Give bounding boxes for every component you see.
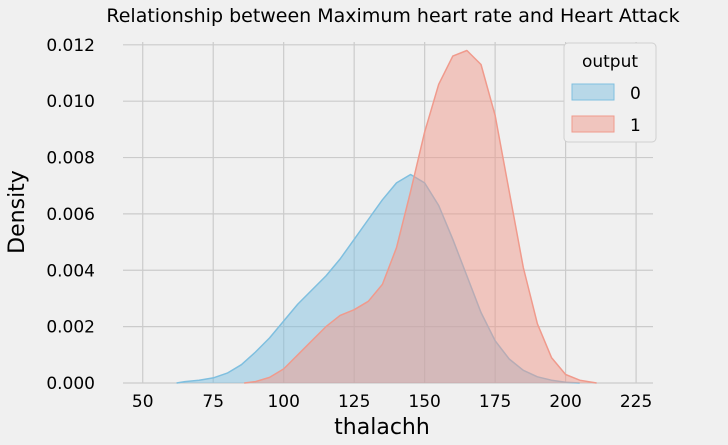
y-tick-label: 0.000	[46, 374, 95, 394]
y-ticks: 0.000 0.002 0.004 0.006 0.008 0.010 0.012	[46, 36, 95, 394]
x-tick-label: 225	[620, 392, 652, 412]
x-ticks: 50 75 100 125 150 175 200 225	[132, 392, 652, 412]
legend-title: output	[582, 52, 638, 72]
legend-swatch-0	[571, 83, 615, 101]
legend-swatch-1	[571, 115, 615, 133]
legend: output 0 1	[563, 42, 657, 143]
y-tick-label: 0.010	[46, 92, 95, 112]
x-tick-label: 150	[408, 392, 440, 412]
x-tick-label: 200	[549, 392, 581, 412]
legend-label-0: 0	[630, 84, 641, 104]
density-line-1	[244, 49, 597, 384]
y-tick-label: 0.008	[46, 149, 95, 169]
x-tick-label: 50	[132, 392, 154, 412]
x-axis-label: thalachh	[334, 415, 430, 440]
y-tick-label: 0.012	[46, 36, 95, 56]
legend-label-1: 1	[630, 116, 641, 136]
y-tick-label: 0.002	[46, 318, 95, 338]
x-tick-label: 175	[479, 392, 511, 412]
y-axis-label: Density	[5, 170, 30, 254]
x-tick-label: 75	[202, 392, 224, 412]
y-tick-label: 0.006	[46, 205, 95, 225]
y-tick-label: 0.004	[46, 261, 95, 281]
x-tick-label: 125	[338, 392, 370, 412]
chart-title: Relationship between Maximum heart rate …	[106, 5, 679, 27]
x-tick-label: 100	[267, 392, 299, 412]
density-series	[176, 49, 597, 384]
density-area-1	[244, 50, 597, 383]
